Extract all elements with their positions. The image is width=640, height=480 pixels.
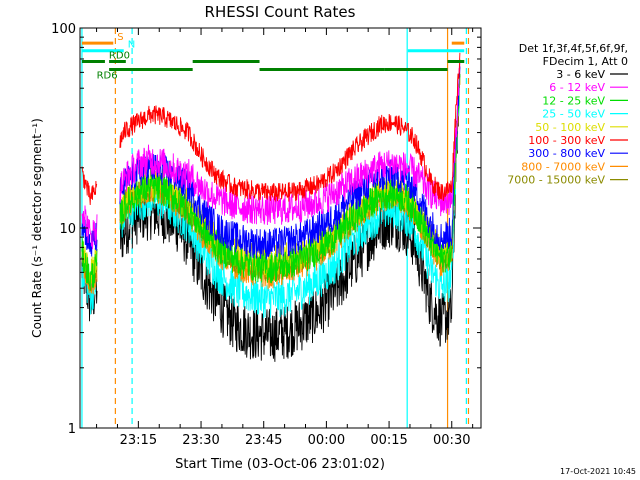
y-tick-label-3: 100 [51, 22, 76, 37]
x-tick-label-2: 23:30 [182, 433, 219, 448]
legend-header-line-2: FDecim 1, Att 0 [543, 55, 628, 68]
axes-layer: 23:15 23:30 23:45 00:00 00:15 00:30 1 10 100 [51, 22, 481, 448]
x-axis-label: Start Time (03-Oct-06 23:01:02) [175, 457, 385, 472]
series-line-3 [81, 73, 461, 291]
series-line-2 [81, 60, 461, 250]
legend-label-8: 800 - 7000 keV [521, 160, 605, 173]
y-tick-label-1: 1 [68, 422, 76, 437]
legend-label-6: 100 - 300 keV [528, 134, 605, 147]
flag-label-rd6: RD6 [97, 71, 118, 82]
legend-header-line-1: Det 1f,3f,4f,5f,6f,9f, [519, 42, 628, 55]
vline-layer [81, 28, 470, 428]
legend-label-7: 300 - 800 keV [528, 147, 605, 160]
y-tick-label-2: 10 [59, 222, 76, 237]
series-line-6 [81, 52, 461, 206]
legend-label-2: 6 - 12 keV [549, 81, 605, 94]
legend-label-9: 7000 - 15000 keV [507, 174, 605, 187]
legend: Det 1f,3f,4f,5f,6f,9f, FDecim 1, Att 0 3… [507, 42, 628, 187]
timestamp: 17-Oct-2021 10:45 [560, 467, 636, 476]
x-tick-label-5: 00:15 [370, 433, 407, 448]
legend-label-5: 50 - 100 keV [535, 121, 605, 134]
x-tick-label-3: 23:45 [245, 433, 282, 448]
legend-label-4: 25 - 50 keV [542, 108, 605, 121]
y-axis-label: Count Rate (s⁻¹ detector segment⁻¹) [30, 118, 44, 338]
flag-label-s: S [117, 32, 123, 43]
x-tick-label-1: 23:15 [120, 433, 157, 448]
legend-label-1: 3 - 6 keV [556, 68, 605, 81]
flag-label-rd0: RD0 [109, 50, 130, 61]
x-tick-label-6: 00:30 [433, 433, 470, 448]
x-tick-label-4: 00:00 [308, 433, 345, 448]
flag-label-n: N [128, 40, 135, 51]
chart-title: RHESSI Count Rates [205, 3, 356, 21]
legend-label-3: 12 - 25 keV [542, 94, 605, 107]
series-layer [81, 52, 461, 362]
